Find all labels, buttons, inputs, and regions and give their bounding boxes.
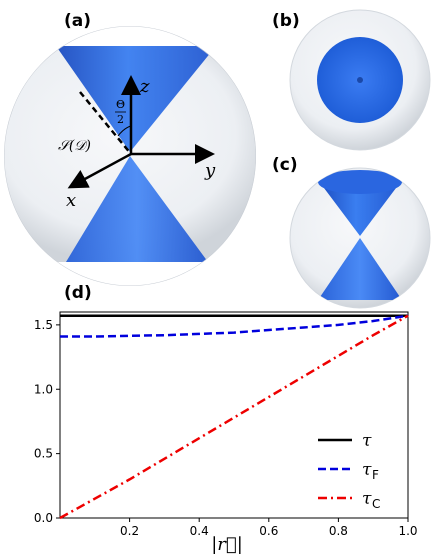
panel-label-c: (c) bbox=[272, 155, 298, 175]
lower-cone-a bbox=[66, 156, 208, 262]
ticks: 0.2 0.4 0.6 0.8 1.0 0.0 0.5 1.0 1.5 bbox=[34, 318, 418, 538]
x-tick-label: 0.4 bbox=[190, 524, 209, 538]
series-line-f bbox=[60, 314, 409, 338]
legend-label: τ bbox=[362, 460, 372, 480]
x-tick-label: 0.6 bbox=[259, 524, 278, 538]
cone-edge-dashed bbox=[79, 91, 132, 155]
legend-label: τ bbox=[362, 489, 372, 509]
upper-cone-a bbox=[56, 46, 216, 152]
x-axis-label: |r⃗| bbox=[211, 534, 243, 555]
y-tick-label: 0.0 bbox=[34, 511, 53, 525]
legend-label: τ bbox=[362, 431, 372, 451]
x-tick-label: 1.0 bbox=[398, 524, 417, 538]
upper-cone-rim-c bbox=[318, 170, 402, 194]
axis-label-z: z bbox=[139, 76, 150, 97]
legend: ττ Fτ C bbox=[318, 431, 380, 511]
x-axis-arrow bbox=[67, 152, 132, 189]
angle-label-bottom: 2 bbox=[117, 113, 124, 126]
x-tick-label: 0.2 bbox=[120, 524, 139, 538]
angle-label-top: Θ bbox=[116, 98, 125, 111]
panel-a-diagram: z y x Θ 2 𝒮(𝒟) bbox=[4, 26, 256, 286]
x-tick-label: 0.8 bbox=[329, 524, 348, 538]
panel-label-b: (b) bbox=[272, 11, 300, 31]
series-group bbox=[59, 314, 409, 520]
upper-cone-c bbox=[318, 180, 402, 236]
apex-b bbox=[357, 77, 363, 83]
panel-c-diagram bbox=[289, 167, 431, 309]
y-tick-label: 0.5 bbox=[34, 447, 53, 461]
panel-b-diagram bbox=[289, 9, 431, 151]
legend-subscript: C bbox=[372, 497, 380, 511]
chart-d: 0.2 0.4 0.6 0.8 1.00.00.51.01.5 ττ Fτ C |r⃗| bbox=[34, 311, 418, 555]
panel-label-d: (d) bbox=[64, 283, 92, 303]
legend-subscript: F bbox=[372, 468, 379, 482]
axis-label-x: x bbox=[66, 190, 76, 211]
panel-label-a: (a) bbox=[64, 11, 91, 31]
series-line-c bbox=[59, 314, 409, 520]
lower-cone-c bbox=[318, 238, 402, 300]
plot-frame bbox=[59, 311, 409, 519]
y-tick-label: 1.5 bbox=[34, 318, 53, 332]
y-tick-label: 1.0 bbox=[34, 382, 53, 396]
set-label: 𝒮(𝒟) bbox=[58, 138, 91, 154]
axis-label-y: y bbox=[204, 160, 216, 181]
